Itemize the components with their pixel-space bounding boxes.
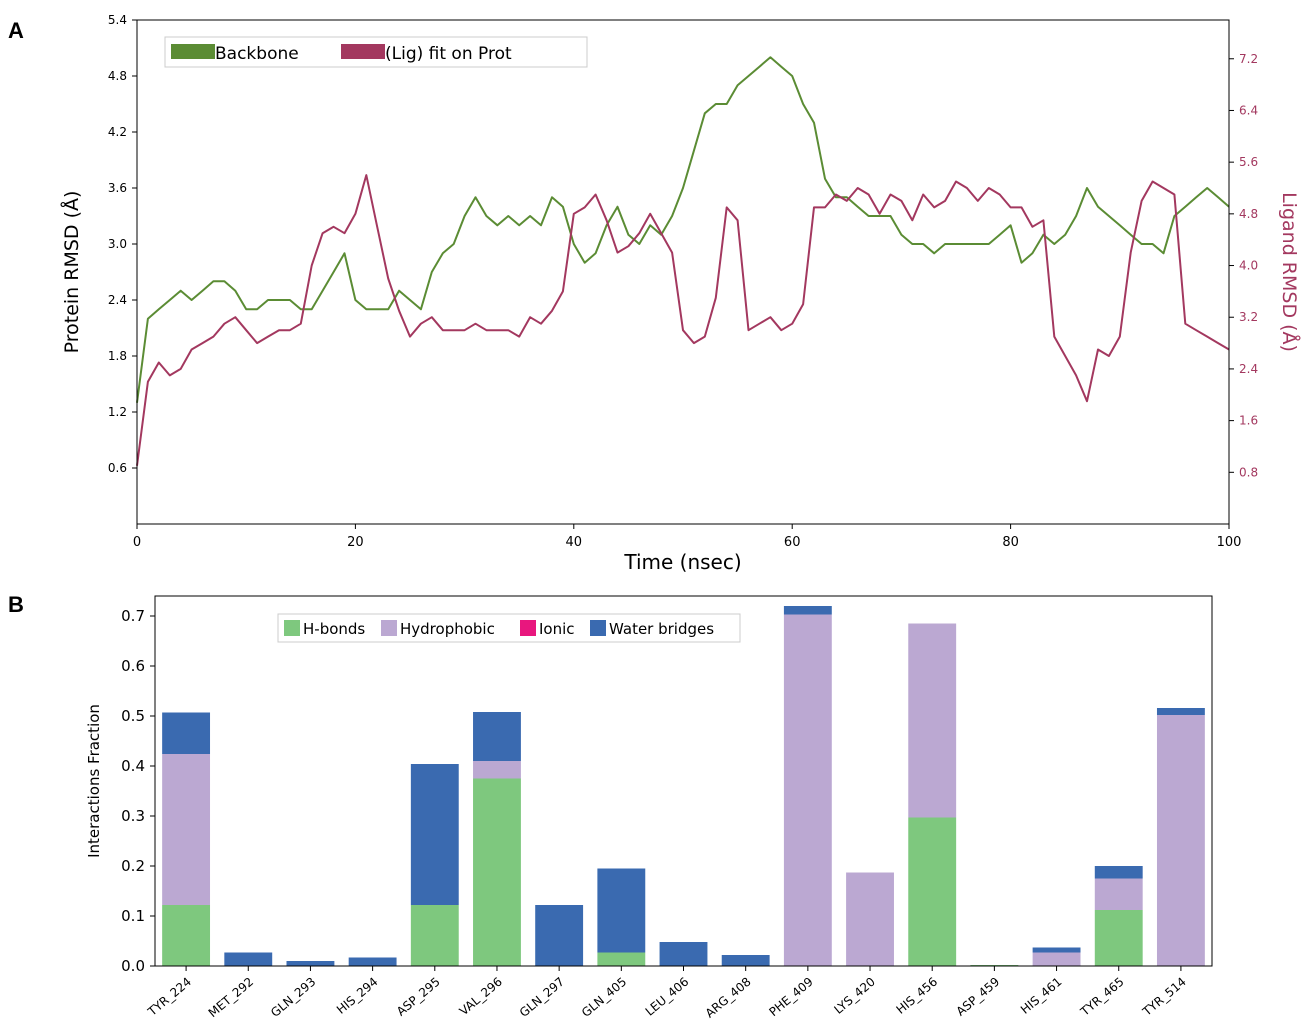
y-right-tick-label: 6.4: [1239, 103, 1258, 117]
y-tick-label: 0.4: [121, 757, 145, 775]
x-tick-label: 80: [1002, 535, 1019, 550]
bar-segment-gln-405-h-bonds: [597, 952, 646, 966]
x-tick-label: 100: [1217, 535, 1242, 550]
y-left-tick-label: 2.4: [108, 293, 127, 307]
legend-ionic-label: Ionic: [539, 620, 575, 638]
legend-hydrophobic-swatch: [381, 620, 397, 636]
bar-segment-asp-295-h-bonds: [410, 905, 459, 966]
bar-segment-his-456-h-bonds: [908, 817, 957, 966]
y-right-axis-label: Ligand RMSD (Å): [1278, 192, 1301, 352]
y-tick-label: 0.1: [121, 907, 145, 925]
legend-h-bonds-swatch: [284, 620, 300, 636]
y-axis-label: Interactions Fraction: [85, 704, 103, 858]
bar-segment-his-294-water-bridges: [348, 957, 397, 966]
y-right-tick-label: 4.8: [1239, 207, 1258, 221]
rmsd-line-chart: 0 20 40 60 80 100 0.6 1.2 1.8 2.4 3.0 3.6 4.2 4.8 5.4 0…: [60, 13, 1301, 574]
bar-segment-leu-406-water-bridges: [659, 942, 708, 966]
bar-segment-val-296-water-bridges: [473, 712, 521, 761]
y-right-tick-label: 0.8: [1239, 465, 1258, 479]
y-left-tick-label: 4.8: [108, 69, 127, 83]
y-left-tick-label: 1.2: [108, 405, 127, 419]
plot-frame: [154, 595, 1213, 967]
y-tick-label: 0.7: [121, 607, 145, 625]
y-right-tick-label: 5.6: [1239, 155, 1258, 169]
bar-segment-met-292-water-bridges: [224, 952, 273, 966]
legend-h-bonds-label: H-bonds: [303, 620, 365, 638]
panel-b-label: B: [8, 592, 24, 617]
y-right-tick-label: 7.2: [1239, 52, 1258, 66]
x-axis-label: Time (nsec): [623, 550, 741, 574]
bar-segment-lys-420-hydrophobic: [846, 872, 894, 966]
y-right-tick-label: 2.4: [1239, 362, 1258, 376]
y-tick-label: 0.0: [121, 957, 145, 975]
y-left-tick-label: 5.4: [108, 13, 127, 27]
bar-segment-phe-409-hydrophobic: [783, 614, 832, 966]
bar-segment-his-461-hydrophobic: [1032, 952, 1081, 966]
y-tick-label: 0.2: [121, 857, 145, 875]
bar-segment-asp-295-water-bridges: [410, 764, 459, 905]
bar-segment-val-296-h-bonds: [473, 778, 521, 966]
y-tick-label: 0.6: [121, 657, 145, 675]
x-tick-label: 20: [347, 535, 364, 550]
bar-segment-val-296-hydrophobic: [473, 761, 521, 779]
y-left-axis-label: Protein RMSD (Å): [60, 191, 83, 354]
legend-water-bridges-label: Water bridges: [609, 620, 714, 638]
legend-swatch-backbone: [171, 44, 215, 59]
panel-a-label: A: [8, 18, 24, 43]
bar-segment-arg-408-water-bridges: [721, 955, 770, 966]
legend-box: [277, 613, 741, 643]
legend-swatch-ligand: [341, 44, 385, 59]
legend-label-ligand: (Lig) fit on Prot: [385, 44, 512, 64]
legend-ionic-swatch: [520, 620, 536, 636]
bar-segment-gln-297-water-bridges: [535, 905, 584, 966]
y-left-tick-label: 1.8: [108, 349, 127, 363]
bar-segment-his-461-water-bridges: [1032, 947, 1081, 953]
y-tick-label: 0.5: [121, 707, 145, 725]
bar-segment-tyr-465-water-bridges: [1094, 866, 1143, 879]
y-left-tick-label: 4.2: [108, 125, 127, 139]
legend-hydrophobic-label: Hydrophobic: [400, 620, 495, 638]
bar-segment-tyr-465-h-bonds: [1094, 910, 1143, 966]
y-right-tick-label: 3.2: [1239, 310, 1258, 324]
bar-segment-tyr-514-hydrophobic: [1156, 715, 1205, 966]
bar-segment-gln-405-water-bridges: [597, 868, 646, 953]
bar-segment-tyr-224-hydrophobic: [162, 754, 211, 905]
y-right-tick-label: 1.6: [1239, 414, 1258, 428]
y-left-tick-label: 3.0: [108, 237, 127, 251]
y-left-tick-label: 3.6: [108, 181, 127, 195]
legend-water-bridges-swatch: [590, 620, 606, 636]
bar-segment-tyr-224-h-bonds: [162, 905, 211, 966]
y-right-tick-label: 4.0: [1239, 259, 1258, 273]
bar-segment-gln-293-water-bridges: [286, 961, 335, 966]
series-line-ligand: [136, 174, 1230, 466]
bar-segment-tyr-465-hydrophobic: [1094, 878, 1143, 910]
legend-label-backbone: Backbone: [215, 44, 299, 64]
bar-segment-his-456-hydrophobic: [908, 623, 957, 818]
bar-segment-tyr-514-water-bridges: [1156, 708, 1205, 715]
series-line-backbone: [136, 56, 1230, 403]
plot-frame: [136, 19, 1230, 525]
y-tick-label: 0.3: [121, 807, 145, 825]
bar-segment-phe-409-water-bridges: [783, 606, 832, 615]
x-tick-label: 60: [784, 535, 801, 550]
x-tick-label: 0: [133, 535, 141, 550]
bar-segment-tyr-224-water-bridges: [162, 712, 211, 754]
y-left-tick-label: 0.6: [108, 461, 127, 475]
x-tick-label: 40: [566, 535, 583, 550]
